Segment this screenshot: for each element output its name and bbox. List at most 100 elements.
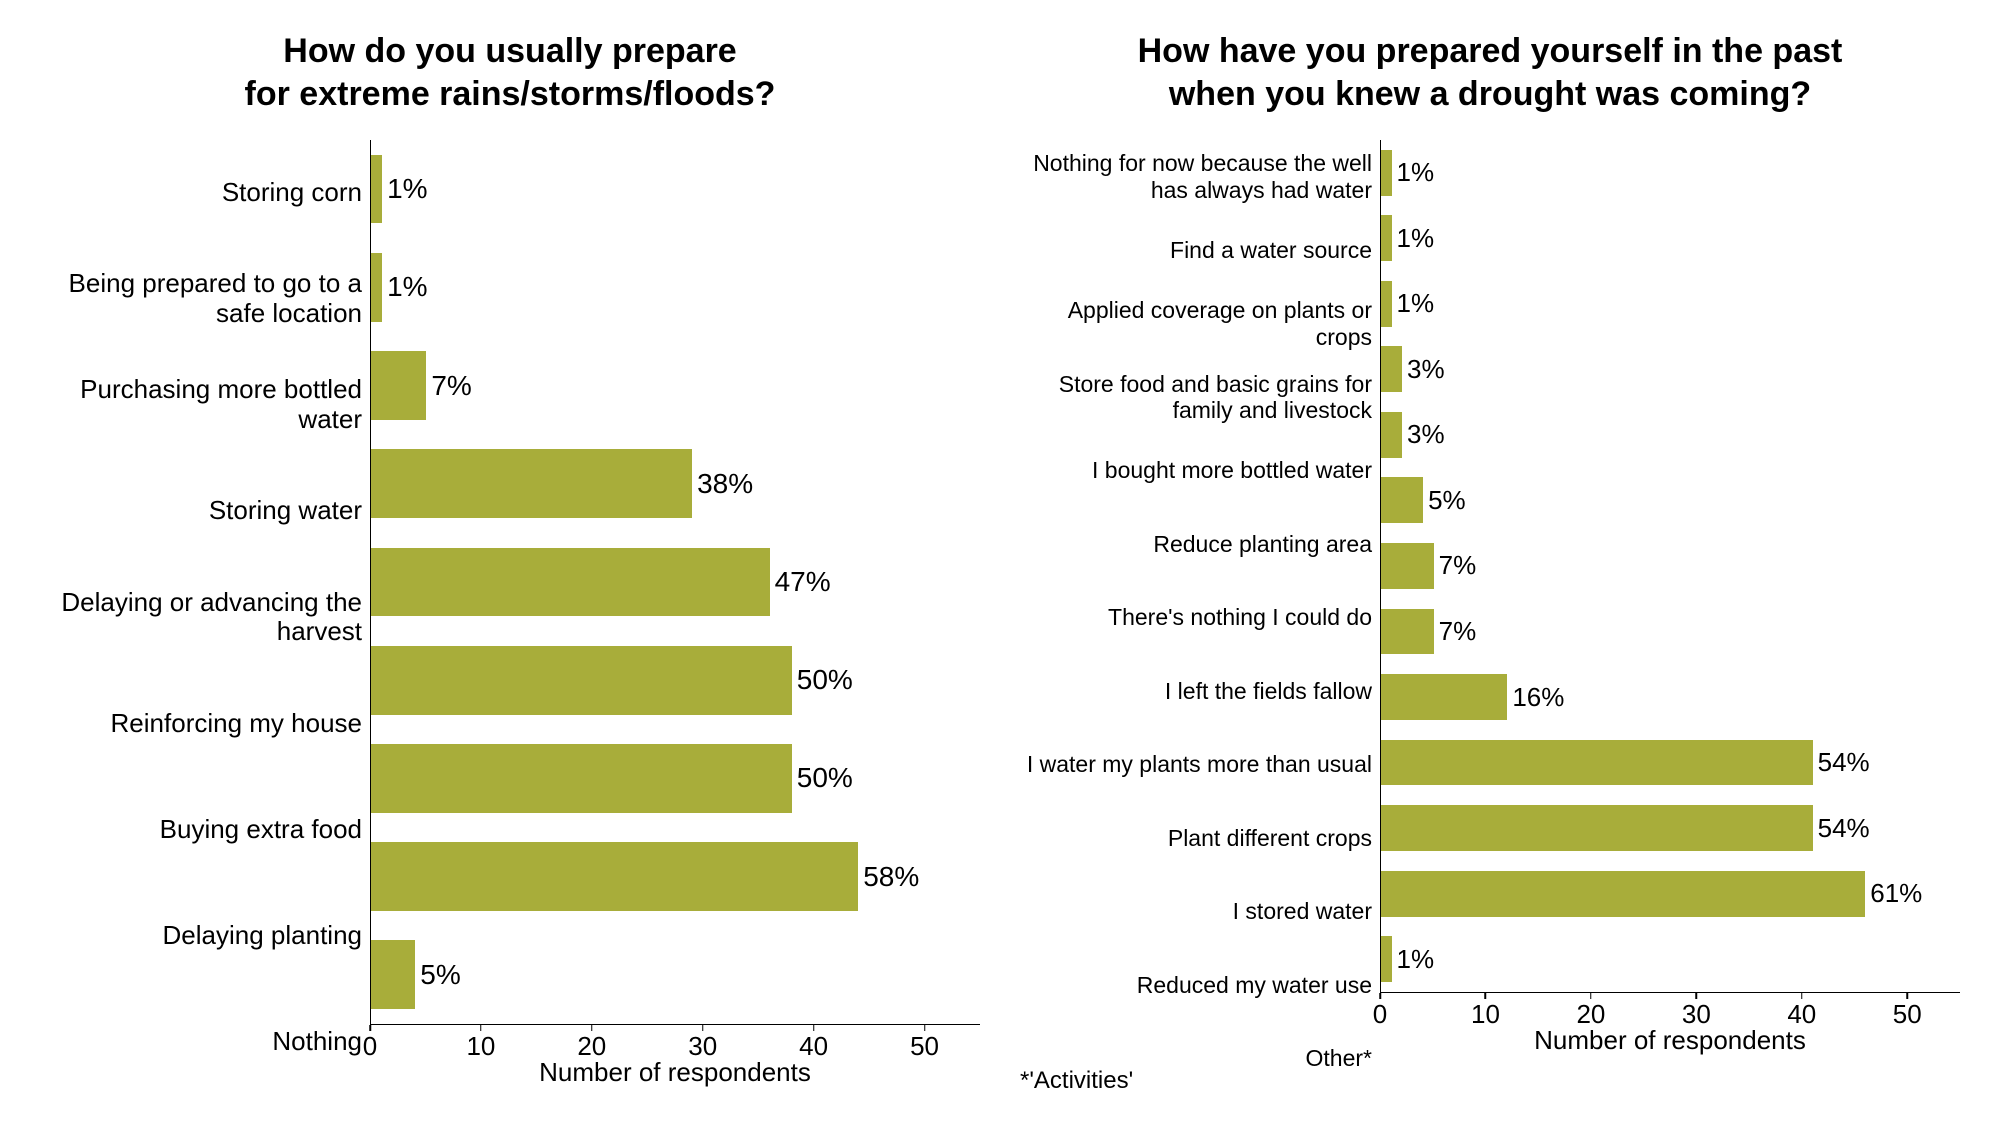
bar <box>1381 215 1392 261</box>
bar-row: 7% <box>1381 599 1960 665</box>
bar <box>371 646 792 715</box>
right-chart-title: How have you prepared yourself in the pa… <box>1020 30 1960 115</box>
y-axis-label-line: Nothing <box>272 1027 362 1057</box>
bar <box>1381 871 1865 917</box>
y-axis-label: Nothing <box>40 989 362 1095</box>
bar-row: 54% <box>1381 730 1960 796</box>
bar-value-label: 3% <box>1407 354 1445 385</box>
bar-value-label: 3% <box>1407 419 1445 450</box>
bar-row: 54% <box>1381 795 1960 861</box>
bar <box>371 155 382 224</box>
left-bars-region: 1%1%7%38%47%50%50%58%5% 01020304050 Numb… <box>370 140 980 1095</box>
y-axis-label: Purchasing more bottledwater <box>40 352 362 458</box>
bar-value-label: 7% <box>1439 616 1477 647</box>
y-axis-label-line: Buying extra food <box>160 815 362 845</box>
y-axis-label-line: Being prepared to go to a <box>69 269 362 299</box>
bar <box>371 351 426 420</box>
x-tick-label: 20 <box>1576 999 1605 1030</box>
y-axis-label-line: Store food and basic grains for <box>1059 371 1372 397</box>
right-y-labels: Nothing for now because the wellhas alwa… <box>1020 140 1380 1095</box>
y-axis-label: Delaying or advancing theharvest <box>40 564 362 670</box>
bar-row: 5% <box>1381 468 1960 534</box>
y-axis-label-line: Storing water <box>209 496 362 526</box>
bar-value-label: 1% <box>1397 944 1435 975</box>
chart-title-line: when you knew a drought was coming? <box>1020 73 1960 116</box>
bar-value-label: 50% <box>797 762 853 794</box>
bar-row: 1% <box>371 140 980 238</box>
y-axis-label-line: Delaying planting <box>163 921 362 951</box>
y-axis-label-line: harvest <box>61 617 362 647</box>
y-axis-label: Storing corn <box>40 140 362 246</box>
chart-title-line: How have you prepared yourself in the pa… <box>1020 30 1960 73</box>
bar-value-label: 54% <box>1818 813 1870 844</box>
y-axis-label-line: Reduced my water use <box>1137 972 1372 998</box>
bar-row: 7% <box>1381 533 1960 599</box>
y-axis-label-line: Reinforcing my house <box>111 709 362 739</box>
bar-row: 7% <box>371 336 980 434</box>
bar <box>371 744 792 813</box>
right-x-axis: 01020304050 Number of respondents <box>1380 993 1960 1063</box>
right-x-ticks: 01020304050 <box>1380 993 1960 1023</box>
y-axis-label-line: Plant different crops <box>1168 825 1372 851</box>
y-axis-label: Reduced my water use <box>1020 948 1372 1021</box>
y-axis-label-line: I left the fields fallow <box>1165 678 1372 704</box>
bar <box>1381 674 1507 720</box>
bar-row: 1% <box>371 238 980 336</box>
bar <box>371 842 858 911</box>
bar <box>1381 936 1392 982</box>
bar-value-label: 1% <box>387 173 427 205</box>
bar <box>371 449 692 518</box>
x-tick-label: 20 <box>577 1031 606 1062</box>
bar-row: 3% <box>1381 337 1960 403</box>
y-axis-label: I left the fields fallow <box>1020 654 1372 727</box>
y-axis-label-line: has always had water <box>1033 177 1372 203</box>
bar-row: 1% <box>1381 271 1960 337</box>
y-axis-label-line: family and livestock <box>1059 397 1372 423</box>
y-axis-label-line: Find a water source <box>1170 237 1372 263</box>
x-tick-label: 40 <box>1787 999 1816 1030</box>
y-axis-label-line: There's nothing I could do <box>1108 604 1372 630</box>
y-axis-label: Being prepared to go to asafe location <box>40 246 362 352</box>
y-axis-label: There's nothing I could do <box>1020 581 1372 654</box>
y-axis-label-line: Delaying or advancing the <box>61 588 362 618</box>
bar-row: 58% <box>371 828 980 926</box>
bar-row: 1% <box>1381 140 1960 206</box>
bar-row: 38% <box>371 435 980 533</box>
chart-title-line: How do you usually prepare <box>40 30 980 73</box>
right-x-label: Number of respondents <box>1380 1025 1960 1056</box>
x-tick-label: 40 <box>799 1031 828 1062</box>
bar-value-label: 58% <box>863 861 919 893</box>
x-tick-label: 30 <box>688 1031 717 1062</box>
bar-value-label: 50% <box>797 664 853 696</box>
y-axis-label-line: I water my plants more than usual <box>1027 751 1372 777</box>
y-axis-label-line: Nothing for now because the well <box>1033 150 1372 176</box>
bar-row: 1% <box>1381 206 1960 272</box>
y-axis-label: Storing water <box>40 458 362 564</box>
bar-value-label: 1% <box>1397 157 1435 188</box>
x-tick-label: 50 <box>1893 999 1922 1030</box>
bar <box>371 253 382 322</box>
y-axis-label: Applied coverage on plants or crops <box>1020 287 1372 360</box>
bar <box>1381 805 1813 851</box>
y-axis-label-line: Applied coverage on plants or crops <box>1020 297 1372 350</box>
bar <box>1381 412 1402 458</box>
bar-value-label: 7% <box>1439 550 1477 581</box>
right-footnote: *'Activities' <box>1020 1067 1600 1095</box>
bar-value-label: 16% <box>1512 682 1564 713</box>
y-axis-label: I water my plants more than usual <box>1020 728 1372 801</box>
chart-title-line: for extreme rains/storms/floods? <box>40 73 980 116</box>
bar <box>1381 477 1423 523</box>
x-tick-label: 30 <box>1682 999 1711 1030</box>
bar <box>1381 281 1392 327</box>
y-axis-label: Reinforcing my house <box>40 671 362 777</box>
left-y-labels: Storing cornBeing prepared to go to asaf… <box>40 140 370 1095</box>
left-x-label: Number of respondents <box>370 1057 980 1088</box>
bar-row: 50% <box>371 729 980 827</box>
bar-value-label: 5% <box>420 959 460 991</box>
bar-value-label: 1% <box>1397 288 1435 319</box>
left-bars-inner: 1%1%7%38%47%50%50%58%5% <box>370 140 980 1025</box>
x-tick-label: 50 <box>910 1031 939 1062</box>
bar <box>1381 609 1434 655</box>
bar-row: 61% <box>1381 861 1960 927</box>
x-tick-label: 0 <box>363 1031 377 1062</box>
